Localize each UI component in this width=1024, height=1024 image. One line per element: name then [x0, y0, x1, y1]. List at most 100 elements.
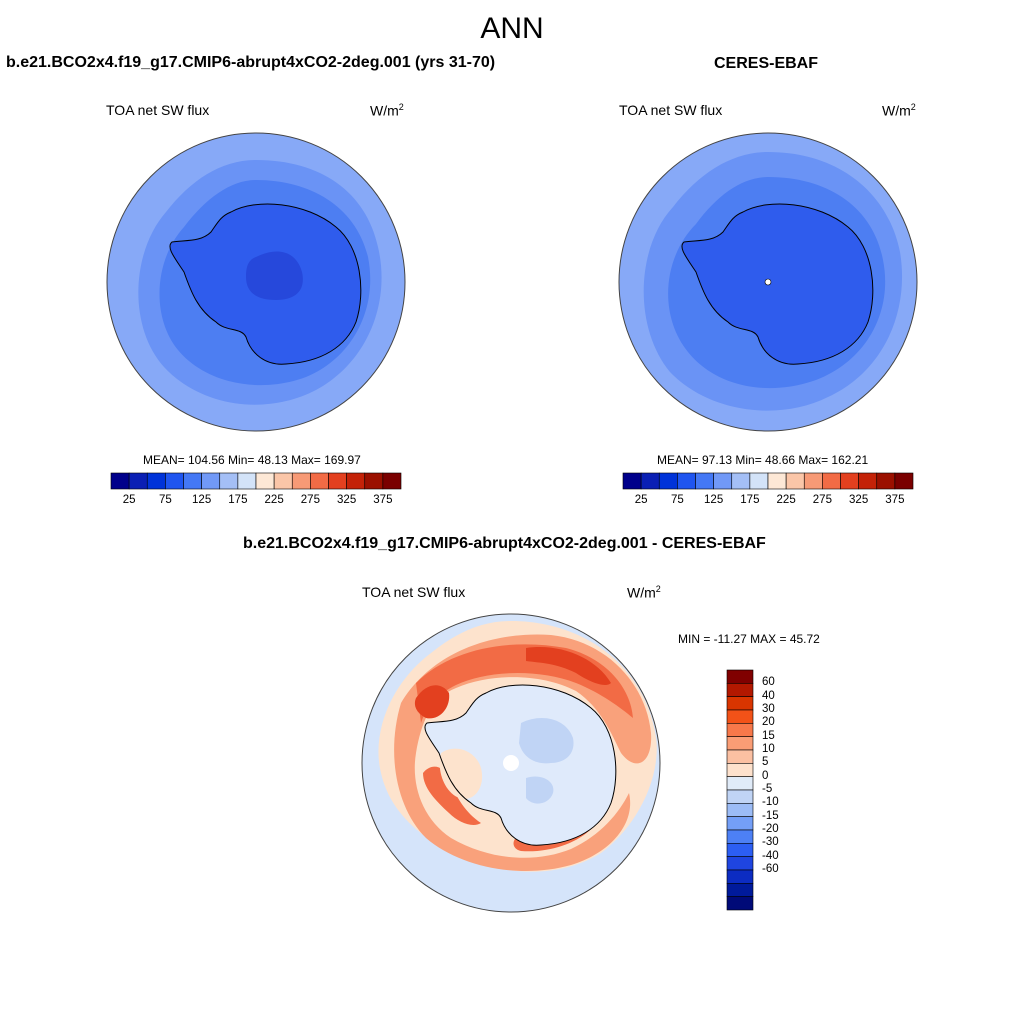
colorbar-tick-label: 25 — [634, 494, 648, 506]
diff-antarctica-coastline — [424, 684, 617, 846]
diff-colorbar-swatch — [726, 749, 754, 764]
figure-title: ANN — [480, 12, 544, 45]
left-panel-variable: TOA net SW flux — [106, 102, 210, 118]
colorbar-swatch — [328, 472, 347, 490]
diff-colorbar-tick-label: 0 — [762, 769, 769, 782]
left-colorbar-labels: 25 75 125 175 225 275 325 375 — [111, 494, 401, 508]
colorbar-tick-label: 75 — [670, 494, 684, 506]
colorbar-tick-label: 225 — [776, 494, 796, 506]
diff-colorbar-labels: 60 40 30 20 15 10 5 0 -5 -10 -15 -20 -30 -40 -60 — [760, 670, 820, 910]
diff-colorbar-swatch — [726, 896, 754, 911]
diff-colorbar-tick-label: 10 — [762, 743, 775, 755]
colorbar-tick-label: 275 — [812, 494, 832, 506]
right-colorbar-labels: 25 75 125 175 225 275 325 375 — [623, 494, 913, 508]
diff-colorbar-swatch — [726, 683, 754, 697]
colorbar-tick-label: 75 — [158, 494, 172, 506]
diff-colorbar-swatch — [726, 696, 754, 711]
diff-colorbar-tick-label: -30 — [762, 836, 779, 849]
diff-colorbar-tick-label: -10 — [762, 796, 779, 809]
diff-colorbar-swatch — [726, 669, 754, 684]
colorbar-swatch — [346, 472, 366, 490]
colorbar-swatch — [622, 472, 642, 490]
diff-colorbar-swatch — [726, 803, 754, 817]
diff-colorbar-swatch — [726, 829, 754, 844]
diff-colorbar-swatch — [726, 776, 754, 791]
left-polar-map — [106, 132, 406, 432]
colorbar-swatch — [822, 472, 841, 490]
colorbar-tick-label: 325 — [337, 494, 357, 506]
right-polar-map — [618, 132, 918, 432]
colorbar-swatch — [894, 472, 914, 490]
diff-colorbar-tick-label: -15 — [762, 809, 779, 822]
colorbar-tick-label: 325 — [849, 494, 869, 506]
colorbar-swatch — [146, 472, 166, 490]
diff-panel-units: W/m2 — [627, 584, 661, 601]
colorbar-swatch — [840, 472, 859, 490]
colorbar-tick-label: 25 — [122, 494, 136, 506]
diff-colorbar-swatch — [726, 816, 754, 831]
diff-colorbar-swatch — [726, 856, 754, 871]
left-panel-units: W/m2 — [370, 102, 404, 119]
diff-colorbar-tick-label: -40 — [762, 849, 779, 862]
diff-pole-hole — [503, 755, 519, 771]
colorbar-swatch — [767, 472, 787, 490]
colorbar-swatch — [128, 472, 148, 490]
right-panel-title: CERES-EBAF — [714, 55, 819, 72]
colorbar-swatch — [677, 472, 696, 490]
diff-colorbar-swatch — [726, 883, 754, 897]
diff-colorbar-swatch — [726, 709, 754, 724]
colorbar-swatch — [749, 472, 769, 490]
colorbar-swatch — [110, 472, 130, 490]
diff-colorbar-swatch — [726, 763, 754, 777]
diff-colorbar-tick-label: 15 — [762, 729, 775, 742]
right-pole-hole — [764, 278, 772, 286]
diff-colorbar-tick-label: -60 — [762, 863, 779, 875]
diff-colorbar-swatch — [726, 736, 754, 751]
colorbar-swatch — [731, 472, 751, 490]
left-panel-title: b.e21.BCO2x4.f19_g17.CMIP6-abrupt4xCO2-2… — [6, 54, 496, 71]
colorbar-swatch — [876, 472, 896, 490]
colorbar-swatch — [219, 472, 239, 490]
colorbar-swatch — [183, 472, 202, 490]
colorbar-swatch — [858, 472, 878, 490]
colorbar-swatch — [201, 472, 221, 490]
diff-colorbar-tick-label: 20 — [762, 716, 775, 729]
colorbar-swatch — [273, 472, 293, 490]
right-colorbar — [622, 472, 914, 490]
diff-colorbar — [726, 669, 754, 911]
colorbar-swatch — [310, 472, 329, 490]
colorbar-tick-label: 125 — [704, 494, 724, 506]
colorbar-tick-label: 175 — [228, 494, 248, 506]
colorbar-swatch — [785, 472, 805, 490]
right-panel-units: W/m2 — [882, 102, 916, 119]
colorbar-swatch — [713, 472, 733, 490]
diff-colorbar-tick-label: 40 — [762, 689, 775, 702]
colorbar-swatch — [382, 472, 402, 490]
left-antarctica-coastline — [169, 203, 362, 365]
diff-colorbar-swatch — [726, 869, 754, 884]
diff-colorbar-tick-label: 60 — [762, 676, 775, 689]
right-antarctica-ice — [681, 204, 873, 365]
diff-panel-stats: MIN = -11.27 MAX = 45.72 — [678, 632, 820, 646]
diff-colorbar-tick-label: -20 — [762, 823, 779, 835]
diff-panel-variable: TOA net SW flux — [362, 584, 466, 600]
right-antarctica-coastline — [681, 203, 874, 365]
diff-colorbar-swatch — [726, 843, 754, 857]
diff-colorbar-tick-label: -5 — [762, 783, 773, 795]
colorbar-tick-label: 175 — [740, 494, 760, 506]
diff-colorbar-swatch — [726, 789, 754, 804]
colorbar-tick-label: 375 — [373, 494, 393, 506]
colorbar-swatch — [255, 472, 275, 490]
colorbar-swatch — [364, 472, 384, 490]
right-panel-stats: MEAN= 97.13 Min= 48.66 Max= 162.21 — [657, 453, 869, 467]
colorbar-swatch — [640, 472, 660, 490]
left-panel-stats: MEAN= 104.56 Min= 48.13 Max= 169.97 — [143, 453, 361, 467]
colorbar-swatch — [165, 472, 184, 490]
left-map-border — [106, 132, 406, 432]
diff-polar-map — [361, 613, 661, 913]
colorbar-tick-label: 125 — [192, 494, 212, 506]
diff-panel-title: b.e21.BCO2x4.f19_g17.CMIP6-abrupt4xCO2-2… — [243, 535, 766, 552]
diff-map-border — [361, 613, 661, 913]
left-colorbar — [110, 472, 402, 490]
colorbar-tick-label: 275 — [300, 494, 320, 506]
